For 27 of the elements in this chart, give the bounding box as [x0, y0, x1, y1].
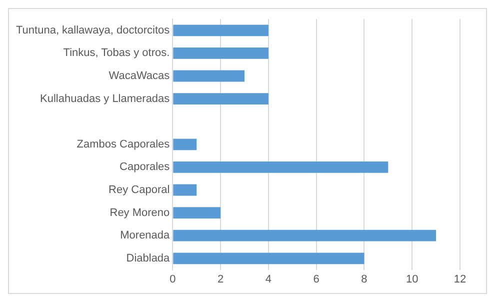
x-tick-label: 6: [313, 273, 320, 286]
y-tick-label: Morenada: [120, 230, 171, 242]
y-tick-label: Caporales: [120, 161, 170, 174]
bar: [173, 138, 197, 150]
bar: [173, 162, 388, 173]
bar: [173, 207, 221, 218]
y-tick-label: WacaWacas: [108, 70, 170, 82]
bar: [173, 252, 364, 264]
bar: [173, 93, 268, 104]
y-tick-label: Rey Moreno: [110, 206, 170, 219]
bar: [173, 48, 268, 59]
x-tick-label: 4: [265, 273, 272, 286]
x-tick-label: 12: [454, 273, 466, 286]
x-tick-label: 0: [170, 273, 176, 286]
y-tick-label: Tinkus, Tobas y otros.: [63, 47, 170, 60]
bar: [173, 184, 197, 196]
x-tick-label: 2: [218, 273, 224, 286]
bar: [173, 24, 268, 36]
bar: [173, 230, 436, 242]
y-tick-label: Diablada: [126, 252, 171, 264]
bar: [173, 70, 245, 82]
y-tick-label: Rey Caporal: [108, 184, 170, 196]
y-tick-label: Zambos Caporales: [76, 138, 170, 150]
x-tick-label: 10: [406, 273, 418, 286]
y-tick-label: Tuntuna, kallawaya, doctorcitos: [16, 24, 170, 36]
y-tick-label: Kullahuadas y Llameradas: [40, 92, 170, 105]
x-tick-label: 8: [361, 273, 368, 286]
